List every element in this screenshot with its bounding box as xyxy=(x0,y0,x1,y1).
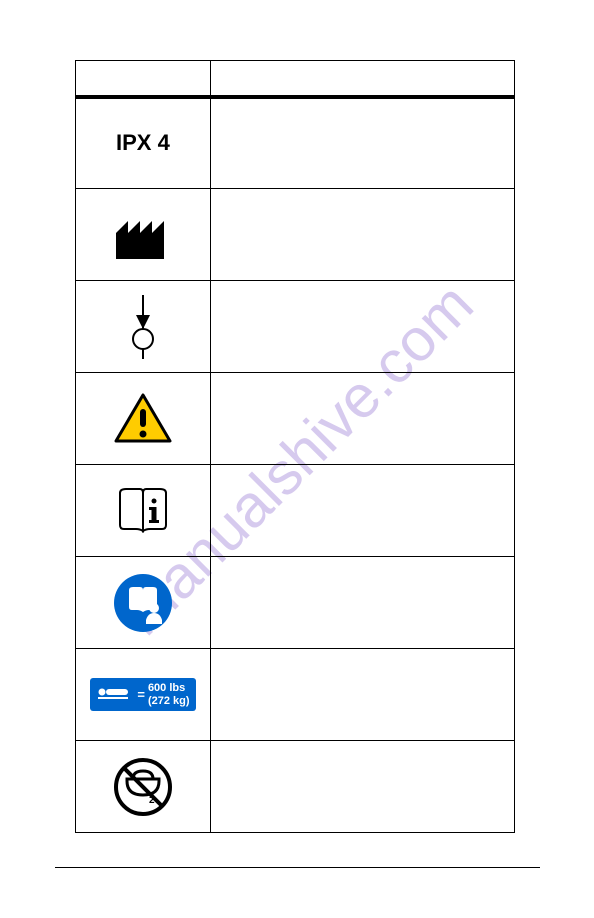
desc-cell-no-lift xyxy=(210,741,514,833)
symbols-table: IPX 4 xyxy=(75,60,515,833)
header-symbol-col xyxy=(76,61,211,97)
weight-kg: (272 kg) xyxy=(148,695,190,707)
symbol-cell-no-lift: 2 xyxy=(76,741,211,833)
table-row: = 600 lbs (272 kg) xyxy=(76,649,515,741)
weight-text: 600 lbs (272 kg) xyxy=(148,682,190,706)
header-desc-col xyxy=(210,61,514,97)
table-row: 2 xyxy=(76,741,515,833)
table-row xyxy=(76,373,515,465)
refer-manual-icon xyxy=(112,572,174,634)
table-row: IPX 4 xyxy=(76,97,515,189)
symbol-cell-warning xyxy=(76,373,211,465)
table-row xyxy=(76,281,515,373)
symbol-cell-consult xyxy=(76,465,211,557)
symbol-cell-swl: = 600 lbs (272 kg) xyxy=(76,649,211,741)
consult-instructions-icon xyxy=(114,483,172,539)
desc-cell-swl xyxy=(210,649,514,741)
ipx4-text: IPX 4 xyxy=(116,130,170,155)
footer-divider xyxy=(55,867,540,868)
person-lying-icon xyxy=(96,683,130,706)
desc-cell-ipx4 xyxy=(210,97,514,189)
warning-icon xyxy=(113,393,173,445)
equipotentiality-icon xyxy=(127,293,159,361)
table-row xyxy=(76,189,515,281)
table-row xyxy=(76,465,515,557)
table-row xyxy=(76,557,515,649)
weight-lbs: 600 lbs xyxy=(148,682,185,694)
desc-cell-warning xyxy=(210,373,514,465)
swl-badge: = 600 lbs (272 kg) xyxy=(90,678,195,710)
symbol-cell-equipotentiality xyxy=(76,281,211,373)
no-lift-icon: 2 xyxy=(113,757,173,817)
table-header-row xyxy=(76,61,515,97)
equals-sign: = xyxy=(137,687,145,702)
symbol-cell-ipx4: IPX 4 xyxy=(76,97,211,189)
desc-cell-refer-manual xyxy=(210,557,514,649)
symbol-cell-manufacturer xyxy=(76,189,211,281)
desc-cell-equipotentiality xyxy=(210,281,514,373)
desc-cell-consult xyxy=(210,465,514,557)
desc-cell-manufacturer xyxy=(210,189,514,281)
manufacturer-icon xyxy=(114,211,172,259)
symbols-table-container: IPX 4 xyxy=(75,60,515,833)
symbol-cell-refer-manual xyxy=(76,557,211,649)
